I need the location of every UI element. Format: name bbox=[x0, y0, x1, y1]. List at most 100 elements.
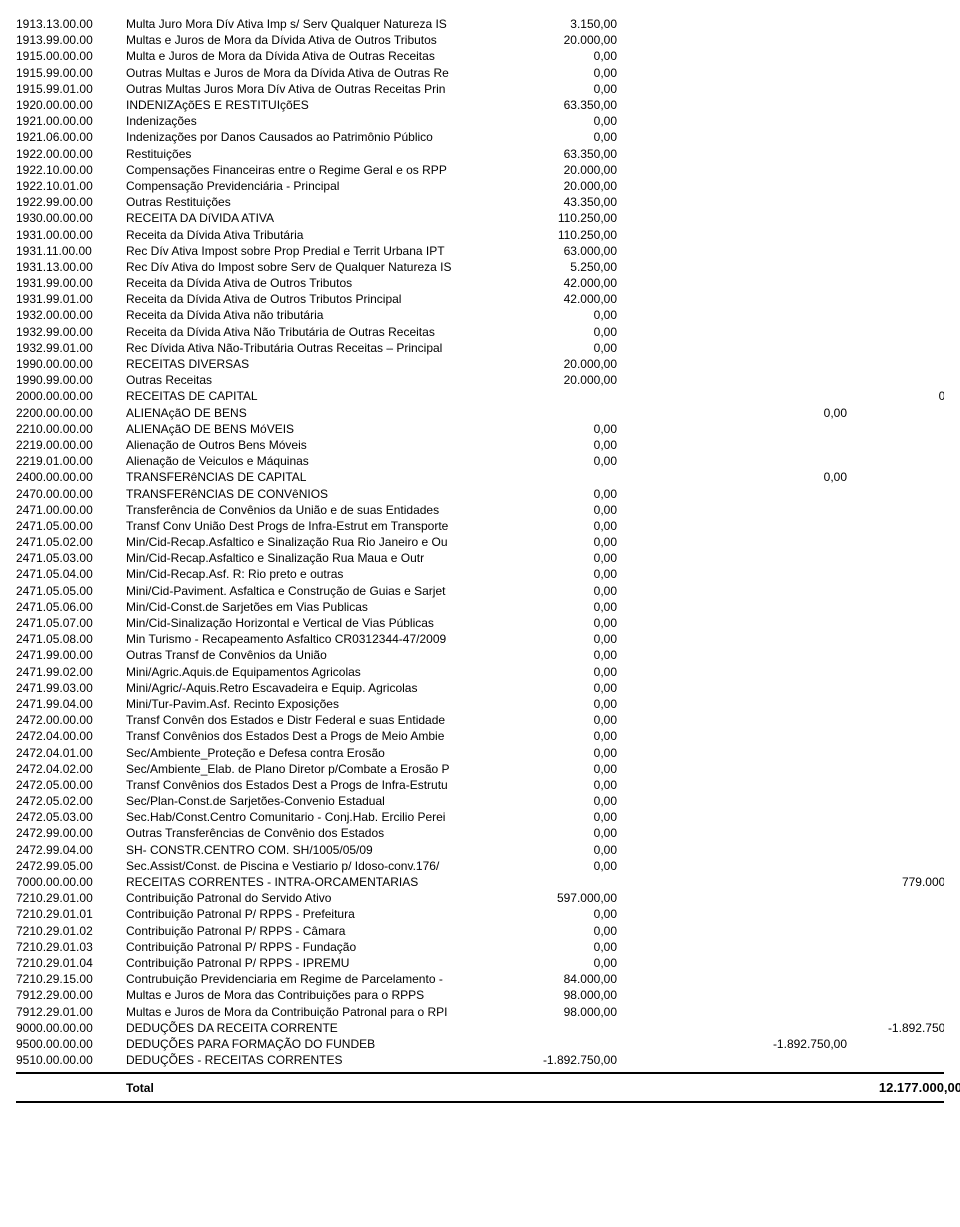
row-desc: RECEITAS DIVERSAS bbox=[126, 357, 506, 371]
total-label: Total bbox=[126, 1081, 506, 1095]
row-code: 1921.06.00.00 bbox=[16, 130, 126, 144]
row-code: 1990.99.00.00 bbox=[16, 373, 126, 387]
row-desc: Sec/Ambiente_Proteção e Defesa contra Er… bbox=[126, 746, 506, 760]
table-row: 2400.00.00.00TRANSFERêNCIAS DE CAPITAL0,… bbox=[16, 469, 944, 485]
row-desc: Outras Multas e Juros de Mora da Dívida … bbox=[126, 66, 506, 80]
table-row: 2471.99.03.00Mini/Agric/-Aquis.Retro Esc… bbox=[16, 680, 944, 696]
table-row: 1930.00.00.00RECEITA DA DíVIDA ATIVA110.… bbox=[16, 210, 944, 226]
row-code: 2000.00.00.00 bbox=[16, 389, 126, 403]
row-c1: 0,00 bbox=[506, 924, 621, 938]
row-desc: Sec.Assist/Const. de Piscina e Vestiario… bbox=[126, 859, 506, 873]
row-desc: Indenizações por Danos Causados ao Patri… bbox=[126, 130, 506, 144]
row-desc: Receita da Dívida Ativa Tributária bbox=[126, 228, 506, 242]
row-code: 2472.05.00.00 bbox=[16, 778, 126, 792]
row-code: 1922.00.00.00 bbox=[16, 147, 126, 161]
row-desc: Restituições bbox=[126, 147, 506, 161]
row-code: 2471.05.00.00 bbox=[16, 519, 126, 533]
row-code: 7210.29.01.00 bbox=[16, 891, 126, 905]
row-code: 1990.00.00.00 bbox=[16, 357, 126, 371]
row-c1: 0,00 bbox=[506, 794, 621, 808]
row-desc: Alienação de Outros Bens Móveis bbox=[126, 438, 506, 452]
row-c1: 63.350,00 bbox=[506, 147, 621, 161]
row-code: 1915.99.00.00 bbox=[16, 66, 126, 80]
row-desc: TRANSFERêNCIAS DE CAPITAL bbox=[126, 470, 506, 484]
row-desc: Mini/Agric.Aquis.de Equipamentos Agricol… bbox=[126, 665, 506, 679]
row-c1: 98.000,00 bbox=[506, 988, 621, 1002]
total-row: Total 12.177.000,00 bbox=[16, 1072, 944, 1103]
row-code: 1931.99.00.00 bbox=[16, 276, 126, 290]
row-code: 2471.05.05.00 bbox=[16, 584, 126, 598]
row-desc: Rec Dívida Ativa Não-Tributária Outras R… bbox=[126, 341, 506, 355]
row-c4: 779.000,00 bbox=[851, 875, 944, 889]
row-c1: -1.892.750,00 bbox=[506, 1053, 621, 1067]
row-code: 2472.04.00.00 bbox=[16, 729, 126, 743]
row-desc: Min/Cid-Const.de Sarjetões em Vias Publi… bbox=[126, 600, 506, 614]
table-row: 1922.10.01.00Compensação Previdenciária … bbox=[16, 178, 944, 194]
table-row: 2472.05.02.00Sec/Plan-Const.de Sarjetões… bbox=[16, 793, 944, 809]
row-c1: 0,00 bbox=[506, 940, 621, 954]
table-row: 1932.99.00.00Receita da Dívida Ativa Não… bbox=[16, 324, 944, 340]
table-row: 2472.00.00.00Transf Convên dos Estados e… bbox=[16, 712, 944, 728]
row-desc: Contribuição Patronal P/ RPPS - Fundação bbox=[126, 940, 506, 954]
row-desc: Min Turismo - Recapeamento Asfaltico CR0… bbox=[126, 632, 506, 646]
row-desc: Receita da Dívida Ativa não tributária bbox=[126, 308, 506, 322]
row-desc: TRANSFERêNCIAS DE CONVêNIOS bbox=[126, 487, 506, 501]
row-code: 1915.99.01.00 bbox=[16, 82, 126, 96]
row-code: 1932.99.00.00 bbox=[16, 325, 126, 339]
row-c1: 0,00 bbox=[506, 956, 621, 970]
table-row: 1920.00.00.00INDENIZAçõES E RESTITUIçõES… bbox=[16, 97, 944, 113]
table-row: 2200.00.00.00ALIENAçãO DE BENS0,00 bbox=[16, 405, 944, 421]
row-desc: Outras Multas Juros Mora Dív Ativa de Ou… bbox=[126, 82, 506, 96]
table-row: 1915.00.00.00Multa e Juros de Mora da Dí… bbox=[16, 48, 944, 64]
row-desc: Multa e Juros de Mora da Dívida Ativa de… bbox=[126, 49, 506, 63]
row-code: 2471.00.00.00 bbox=[16, 503, 126, 517]
table-row: 2471.05.07.00Min/Cid-Sinalização Horizon… bbox=[16, 615, 944, 631]
row-desc: Contribuição Patronal P/ RPPS - Prefeitu… bbox=[126, 907, 506, 921]
table-row: 1990.00.00.00RECEITAS DIVERSAS20.000,00 bbox=[16, 356, 944, 372]
row-desc: Contribuição Patronal P/ RPPS - Câmara bbox=[126, 924, 506, 938]
row-code: 7210.29.01.02 bbox=[16, 924, 126, 938]
row-c1: 0,00 bbox=[506, 341, 621, 355]
table-body: 1913.13.00.00Multa Juro Mora Dív Ativa I… bbox=[16, 16, 944, 1068]
row-code: 2471.05.08.00 bbox=[16, 632, 126, 646]
table-row: 1931.99.01.00Receita da Dívida Ativa de … bbox=[16, 291, 944, 307]
row-c1: 63.000,00 bbox=[506, 244, 621, 258]
row-desc: INDENIZAçõES E RESTITUIçõES bbox=[126, 98, 506, 112]
row-code: 2472.05.03.00 bbox=[16, 810, 126, 824]
table-row: 2471.99.02.00Mini/Agric.Aquis.de Equipam… bbox=[16, 664, 944, 680]
row-c1: 98.000,00 bbox=[506, 1005, 621, 1019]
row-desc: Rec Dív Ativa do Impost sobre Serv de Qu… bbox=[126, 260, 506, 274]
row-code: 7912.29.00.00 bbox=[16, 988, 126, 1002]
row-code: 2471.05.03.00 bbox=[16, 551, 126, 565]
row-desc: Transf Convênios dos Estados Dest a Prog… bbox=[126, 729, 506, 743]
row-desc: Multas e Juros de Mora da Contribuição P… bbox=[126, 1005, 506, 1019]
table-row: 1915.99.01.00Outras Multas Juros Mora Dí… bbox=[16, 81, 944, 97]
row-c1: 0,00 bbox=[506, 114, 621, 128]
table-row: 2470.00.00.00TRANSFERêNCIAS DE CONVêNIOS… bbox=[16, 485, 944, 501]
row-desc: Multas e Juros de Mora da Dívida Ativa d… bbox=[126, 33, 506, 47]
row-c1: 0,00 bbox=[506, 810, 621, 824]
row-c3: -1.892.750,00 bbox=[736, 1037, 851, 1051]
row-desc: Multas e Juros de Mora das Contribuições… bbox=[126, 988, 506, 1002]
table-row: 1931.99.00.00Receita da Dívida Ativa de … bbox=[16, 275, 944, 291]
row-c1: 0,00 bbox=[506, 551, 621, 565]
row-desc: Min/Cid-Recap.Asf. R: Rio preto e outras bbox=[126, 567, 506, 581]
table-row: 1931.11.00.00Rec Dív Ativa Impost sobre … bbox=[16, 243, 944, 259]
row-code: 2472.99.04.00 bbox=[16, 843, 126, 857]
row-code: 9500.00.00.00 bbox=[16, 1037, 126, 1051]
table-row: 7912.29.01.00Multas e Juros de Mora da C… bbox=[16, 1003, 944, 1019]
row-c1: 0,00 bbox=[506, 130, 621, 144]
row-code: 2219.01.00.00 bbox=[16, 454, 126, 468]
row-c1: 0,00 bbox=[506, 746, 621, 760]
row-c1: 20.000,00 bbox=[506, 373, 621, 387]
row-c1: 0,00 bbox=[506, 843, 621, 857]
row-c3: 0,00 bbox=[736, 406, 851, 420]
row-c1: 20.000,00 bbox=[506, 33, 621, 47]
row-c1: 0,00 bbox=[506, 325, 621, 339]
row-code: 9000.00.00.00 bbox=[16, 1021, 126, 1035]
row-desc: RECEITAS DE CAPITAL bbox=[126, 389, 506, 403]
row-desc: Contribuição Patronal do Servido Ativo bbox=[126, 891, 506, 905]
table-row: 2472.04.02.00Sec/Ambiente_Elab. de Plano… bbox=[16, 761, 944, 777]
table-row: 2471.99.04.00Mini/Tur-Pavim.Asf. Recinto… bbox=[16, 696, 944, 712]
table-row: 7000.00.00.00RECEITAS CORRENTES - INTRA-… bbox=[16, 874, 944, 890]
